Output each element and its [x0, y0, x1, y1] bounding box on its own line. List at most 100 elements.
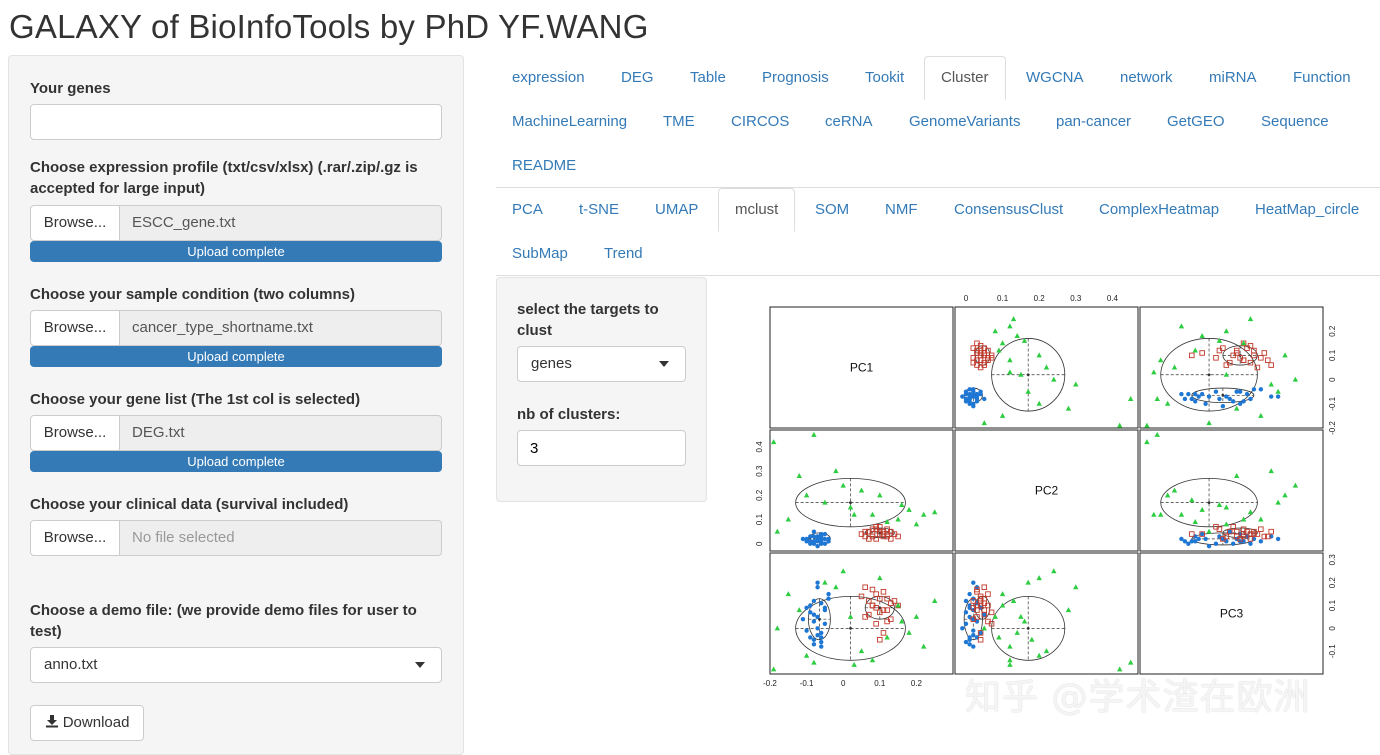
point-cluster-1 [1182, 396, 1188, 402]
nclusters-input[interactable] [517, 430, 686, 466]
main-tab-machinelearning[interactable]: MachineLearning [512, 113, 628, 130]
point-cluster-3 [1025, 388, 1031, 394]
point-cluster-3 [774, 528, 781, 534]
main-tab-cluster[interactable]: Cluster [924, 56, 1006, 100]
point-cluster-2 [1240, 533, 1247, 540]
target-select[interactable]: genes [517, 346, 686, 382]
main-tab-prognosis[interactable]: Prognosis [762, 69, 829, 86]
point-cluster-3 [981, 625, 987, 631]
cluster-tabbar-divider [496, 275, 1380, 276]
point-cluster-3 [1223, 371, 1230, 377]
expression-browse-button[interactable]: Browse... [30, 205, 120, 241]
main-tab-network[interactable]: network [1120, 69, 1173, 86]
point-cluster-3 [1223, 521, 1230, 527]
download-button[interactable]: Download [30, 705, 144, 741]
cluster-tab-t-sne[interactable]: t-SNE [579, 201, 620, 218]
point-cluster-3 [913, 521, 920, 527]
point-cluster-3 [932, 509, 938, 515]
point-cluster-1 [822, 536, 828, 542]
pairs-plot-svg: PC1 PC2 PC3 -0.2 -0.1 0 0.1 0.2 0 0.1 0.2 0.3 0.4 0 0.… [755, 294, 1337, 688]
point-cluster-1 [1237, 389, 1243, 394]
main-tab-genomevariants[interactable]: GenomeVariants [909, 113, 1021, 130]
main-tab-circos[interactable]: CIRCOS [731, 113, 790, 130]
main-tab-cerna[interactable]: ceRNA [825, 113, 873, 130]
main-tab-table[interactable]: Table [690, 69, 726, 86]
point-cluster-2 [1230, 524, 1236, 530]
main-tab-deg[interactable]: DEG [621, 69, 654, 86]
main-tab-tme[interactable]: TME [663, 113, 695, 130]
chevron-down-icon [415, 662, 425, 668]
main-tab-getgeo[interactable]: GetGEO [1167, 113, 1225, 130]
cluster-tab-trend[interactable]: Trend [604, 245, 643, 262]
condition-file-input: Browse... cancer_type_shortname.txt [30, 310, 442, 346]
point-cluster-3 [770, 439, 777, 445]
cluster-tab-consensusclust[interactable]: ConsensusClust [954, 201, 1064, 218]
ellipse-center [1026, 626, 1030, 630]
point-cluster-3 [877, 492, 883, 498]
genelist-progress-bar: Upload complete [30, 451, 442, 472]
point-cluster-3 [992, 328, 998, 334]
download-label: Download [62, 714, 130, 731]
cluster-tab-complexheatmap[interactable]: ComplexHeatmap [1099, 201, 1220, 218]
point-cluster-3 [1007, 661, 1013, 667]
point-cluster-3 [770, 666, 777, 672]
point-cluster-1 [963, 389, 969, 394]
point-cluster-3 [851, 511, 857, 517]
main-tab-wgcna[interactable]: WGCNA [1026, 69, 1084, 86]
point-cluster-2 [970, 616, 977, 622]
point-cluster-1 [1189, 396, 1194, 402]
point-cluster-3 [851, 661, 857, 667]
point-cluster-2 [1213, 524, 1219, 530]
mclust-options-panel: select the targets to clust genes nb of … [496, 277, 707, 502]
cluster-tab-umap[interactable]: UMAP [655, 201, 699, 218]
demo-file-select[interactable]: anno.txt [30, 647, 442, 683]
main-tab-expression[interactable]: expression [512, 69, 585, 86]
point-cluster-3 [1223, 504, 1230, 510]
point-cluster-1 [1220, 404, 1226, 409]
cluster-tab-nmf[interactable]: NMF [885, 201, 918, 218]
point-cluster-2 [873, 524, 879, 530]
main-tab-function[interactable]: Function [1293, 69, 1351, 86]
point-cluster-1 [811, 619, 817, 624]
point-cluster-1 [819, 534, 824, 539]
point-cluster-1 [963, 639, 969, 645]
point-cluster-2 [988, 621, 995, 627]
main-tab-sequence[interactable]: Sequence [1261, 113, 1329, 130]
tick-label-PC2: 0.3 [1070, 294, 1082, 303]
cluster-tab-pca[interactable]: PCA [512, 201, 543, 218]
cluster-tab-mclust[interactable]: mclust [718, 188, 796, 232]
main-tab-pan-cancer[interactable]: pan-cancer [1056, 113, 1132, 130]
genelist-browse-button[interactable]: Browse... [30, 415, 120, 451]
point-cluster-1 [811, 642, 817, 647]
point-cluster-2 [970, 355, 977, 361]
tick-label-PC1: -0.2 [1328, 421, 1337, 435]
point-cluster-1 [1189, 539, 1194, 544]
point-cluster-1 [800, 617, 806, 622]
point-cluster-1 [808, 541, 813, 546]
cluster-tab-submap[interactable]: SubMap [512, 245, 568, 262]
point-cluster-2 [1233, 528, 1240, 535]
point-cluster-1 [971, 644, 976, 649]
point-cluster-1 [971, 394, 976, 399]
point-cluster-3 [1282, 492, 1288, 498]
main-tab-mirna[interactable]: miRNA [1209, 69, 1257, 86]
point-cluster-3 [1073, 381, 1079, 387]
cluster-tab-som[interactable]: SOM [815, 201, 850, 218]
point-cluster-3 [1036, 652, 1042, 658]
point-cluster-3 [1154, 431, 1160, 437]
diagonal-label-PC3: PC3 [1220, 607, 1244, 621]
point-cluster-3 [1021, 618, 1028, 624]
point-cluster-3 [785, 591, 791, 597]
clinical-browse-button[interactable]: Browse... [30, 520, 120, 556]
main-tab-readme[interactable]: README [512, 157, 577, 174]
point-cluster-1 [1199, 531, 1205, 537]
point-cluster-1 [1237, 401, 1243, 406]
point-cluster-2 [981, 607, 988, 613]
demo-label: Choose a demo file: (we provide demo fil… [30, 602, 417, 640]
main-tab-tookit[interactable]: Tookit [865, 69, 905, 86]
point-cluster-3 [877, 575, 883, 581]
cluster-tab-heatmap-circle[interactable]: HeatMap_circle [1255, 201, 1360, 218]
point-cluster-3 [1007, 369, 1013, 375]
genes-input[interactable] [30, 104, 442, 140]
condition-browse-button[interactable]: Browse... [30, 310, 120, 346]
